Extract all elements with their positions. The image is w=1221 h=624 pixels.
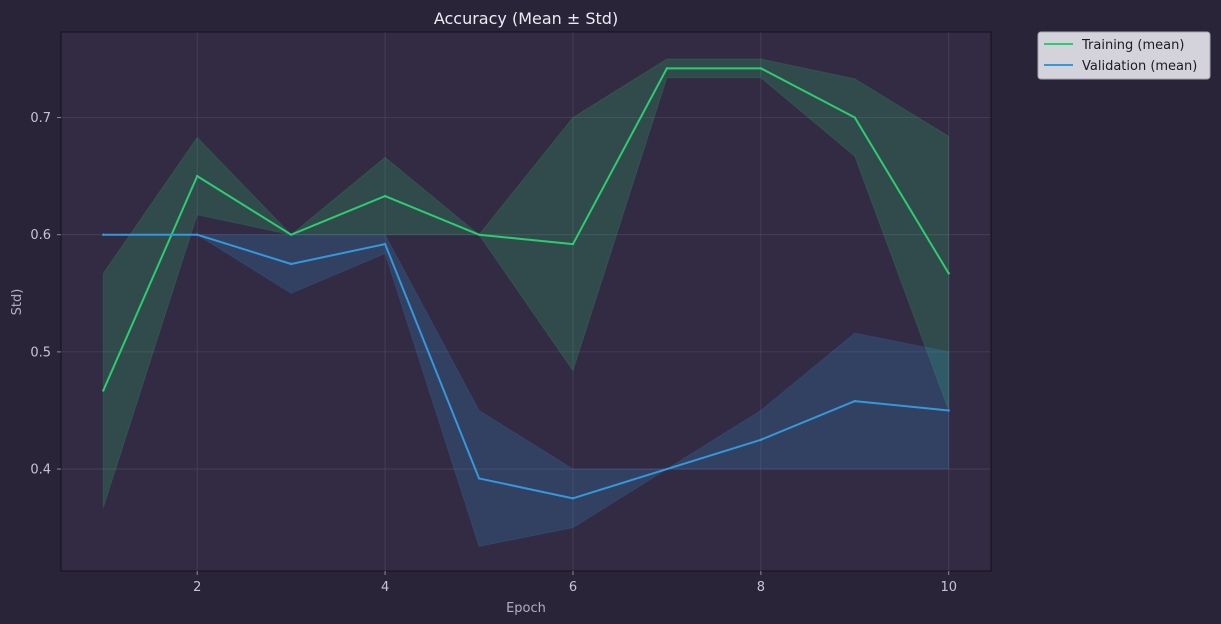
- data-point-validation: [853, 399, 856, 403]
- chart-title: Accuracy (Mean ± Std): [434, 9, 618, 28]
- plot-area: [60, 31, 992, 572]
- series-line-validation: [103, 233, 949, 500]
- axis-ticks: 2 4 6 8 10 0.4 0.5 0.6 0.7: [30, 111, 957, 595]
- data-point-validation: [477, 477, 481, 480]
- x-tick-label: 4: [381, 580, 389, 595]
- data-point-training: [102, 389, 105, 392]
- data-point-validation: [947, 409, 950, 412]
- legend: Training (mean) Validation (mean): [1037, 31, 1211, 80]
- data-point-validation: [383, 242, 387, 246]
- x-tick-label: 10: [940, 580, 957, 595]
- data-point-validation: [665, 467, 669, 471]
- legend-label-validation: Validation (mean): [1082, 59, 1197, 74]
- data-point-training: [947, 272, 950, 275]
- y-tick-label: 0.7: [30, 111, 51, 126]
- series-line-training: [102, 67, 950, 391]
- y-tick-label: 0.4: [30, 463, 51, 478]
- data-point-training: [289, 233, 293, 236]
- data-point-training: [477, 233, 481, 236]
- data-point-training: [571, 242, 575, 246]
- series-lines: [102, 67, 950, 500]
- data-point-training: [665, 67, 669, 70]
- legend-box: [1037, 31, 1211, 80]
- data-point-validation: [759, 438, 763, 441]
- data-point-training: [383, 194, 387, 198]
- plot-frame: [60, 31, 992, 572]
- data-point-training: [853, 116, 856, 119]
- legend-label-training: Training (mean): [1081, 38, 1184, 53]
- data-point-training: [759, 67, 763, 70]
- data-point-validation: [102, 233, 105, 236]
- data-point-validation: [289, 262, 293, 266]
- x-tick-label: 8: [757, 580, 765, 595]
- x-axis-label: Epoch: [506, 601, 546, 616]
- data-point-validation: [571, 497, 575, 500]
- data-point-training: [196, 174, 199, 178]
- grid: [61, 32, 991, 571]
- y-axis-label: Std): [10, 289, 25, 316]
- y-tick-label: 0.5: [30, 345, 51, 360]
- x-tick-label: 6: [569, 580, 577, 595]
- y-tick-label: 0.6: [30, 228, 51, 243]
- x-tick-label: 2: [193, 580, 201, 595]
- data-point-validation: [196, 233, 199, 236]
